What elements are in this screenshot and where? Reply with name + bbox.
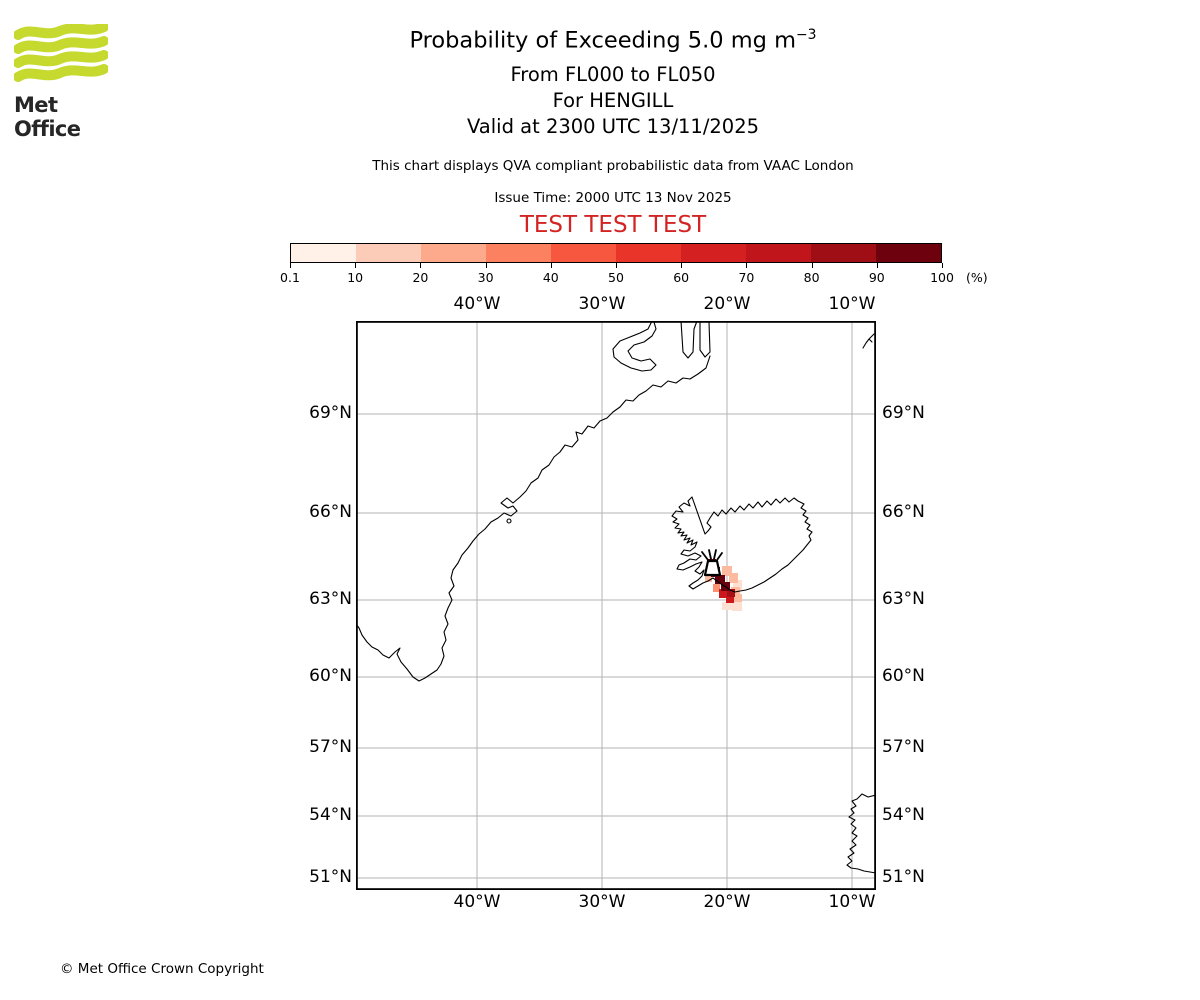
colorbar-tick (290, 263, 291, 268)
lat-label-right-4: 57°N (882, 737, 925, 757)
plume-cell (726, 595, 734, 603)
colorbar-segment-6 (616, 244, 681, 262)
colorbar-tick-label: 60 (673, 270, 690, 285)
test-banner: TEST TEST TEST (519, 212, 707, 238)
plume-cell (732, 600, 742, 611)
lon-label-top-2: 20°W (703, 294, 751, 314)
colorbar-tick (681, 263, 683, 268)
colorbar-tick-label: 40 (542, 270, 559, 285)
issue-time: Issue Time: 2000 UTC 13 Nov 2025 (494, 190, 732, 206)
colorbar-segment-5 (551, 244, 616, 262)
map-border (356, 321, 876, 890)
met-office-waves-icon (13, 22, 109, 82)
met-office-logo: Met Office (13, 22, 122, 141)
lat-label-left-1: 66°N (309, 502, 352, 522)
colorbar-tick-label: 20 (412, 270, 429, 285)
plume-cell (722, 602, 733, 610)
lat-label-right-5: 54°N (882, 805, 925, 825)
plume-cell (729, 573, 738, 583)
colorbar-tick-label: 70 (738, 270, 755, 285)
plume-cell (722, 566, 732, 576)
lat-label-right-0: 69°N (882, 403, 925, 423)
lon-label-top-0: 40°W (453, 294, 501, 314)
colorbar-tick-label: 0.1 (280, 270, 300, 285)
colorbar-segment-7 (681, 244, 746, 262)
colorbar-segment-10 (876, 244, 941, 262)
coastline-greenland-fjord (612, 321, 657, 372)
colorbar-tick (942, 263, 943, 268)
colorbar-tick (550, 263, 552, 268)
colorbar-tick (420, 263, 422, 268)
coastline-greenland (356, 355, 711, 682)
lat-label-right-6: 51°N (882, 867, 925, 887)
volcano-marker (701, 549, 723, 577)
title-superscript: −3 (796, 27, 817, 43)
colorbar-segment-8 (746, 244, 811, 262)
subtitle-volcano: For HENGILL (552, 89, 674, 112)
lat-label-left-0: 69°N (309, 403, 352, 423)
lat-label-left-4: 57°N (309, 737, 352, 757)
coastline-iceland (671, 496, 813, 593)
lon-label-top-3: 10°W (828, 294, 876, 314)
colorbar (290, 243, 942, 263)
colorbar-tick-label: 90 (868, 270, 885, 285)
colorbar-area: (%) 0.1 10 20 30 40 50 60 70 80 90 100 (280, 243, 1050, 295)
colorbar-tick (811, 263, 813, 268)
page-title: Probability of Exceeding 5.0 mg m−3 (409, 27, 817, 54)
colorbar-segment-1 (291, 244, 356, 262)
coastline-island-icon (506, 518, 512, 524)
coastline-jan-mayen (862, 333, 875, 349)
colorbar-tick-label: 100 (930, 270, 954, 285)
chart-description: This chart displays QVA compliant probab… (372, 158, 854, 174)
lat-label-left-3: 60°N (309, 666, 352, 686)
colorbar-tick-label: 80 (803, 270, 820, 285)
lat-label-left-5: 54°N (309, 805, 352, 825)
colorbar-segment-4 (486, 244, 551, 262)
colorbar-unit: (%) (966, 270, 988, 285)
lat-label-left-2: 63°N (309, 589, 352, 609)
colorbar-tick-label: 30 (477, 270, 494, 285)
lon-label-bottom-1: 30°W (578, 892, 626, 912)
gridlines (356, 321, 876, 890)
lat-label-right-2: 63°N (882, 589, 925, 609)
colorbar-tick (485, 263, 487, 268)
colorbar-tick (876, 263, 878, 268)
lon-label-bottom-0: 40°W (453, 892, 501, 912)
met-office-logo-text: Met Office (14, 93, 81, 141)
colorbar-segment-3 (421, 244, 486, 262)
colorbar-segment-9 (811, 244, 876, 262)
coastline-greenland-prongs (680, 321, 711, 359)
map (356, 321, 876, 890)
colorbar-tick (746, 263, 748, 268)
colorbar-tick-label: 50 (608, 270, 624, 285)
plume-cell (713, 584, 720, 592)
copyright-note: © Met Office Crown Copyright (60, 961, 264, 977)
lon-label-bottom-2: 20°W (703, 892, 751, 912)
lon-label-top-1: 30°W (578, 294, 626, 314)
colorbar-tick (616, 263, 617, 268)
coastline-ireland (846, 793, 876, 874)
plume-cell (715, 575, 725, 584)
lat-label-right-3: 60°N (882, 666, 925, 686)
colorbar-tick-label: 10 (347, 270, 364, 285)
subtitle-valid-time: Valid at 2300 UTC 13/11/2025 (466, 115, 760, 138)
plume-cell (733, 594, 742, 602)
colorbar-tick (355, 263, 357, 268)
subtitle-flight-levels: From FL000 to FL050 (510, 63, 716, 86)
plume-cell (733, 580, 742, 590)
plume-cell (727, 589, 735, 597)
lat-label-right-1: 66°N (882, 502, 925, 522)
lat-label-left-6: 51°N (309, 867, 352, 887)
lon-label-bottom-3: 10°W (828, 892, 876, 912)
plume-cell (719, 589, 727, 598)
colorbar-segment-2 (356, 244, 421, 262)
